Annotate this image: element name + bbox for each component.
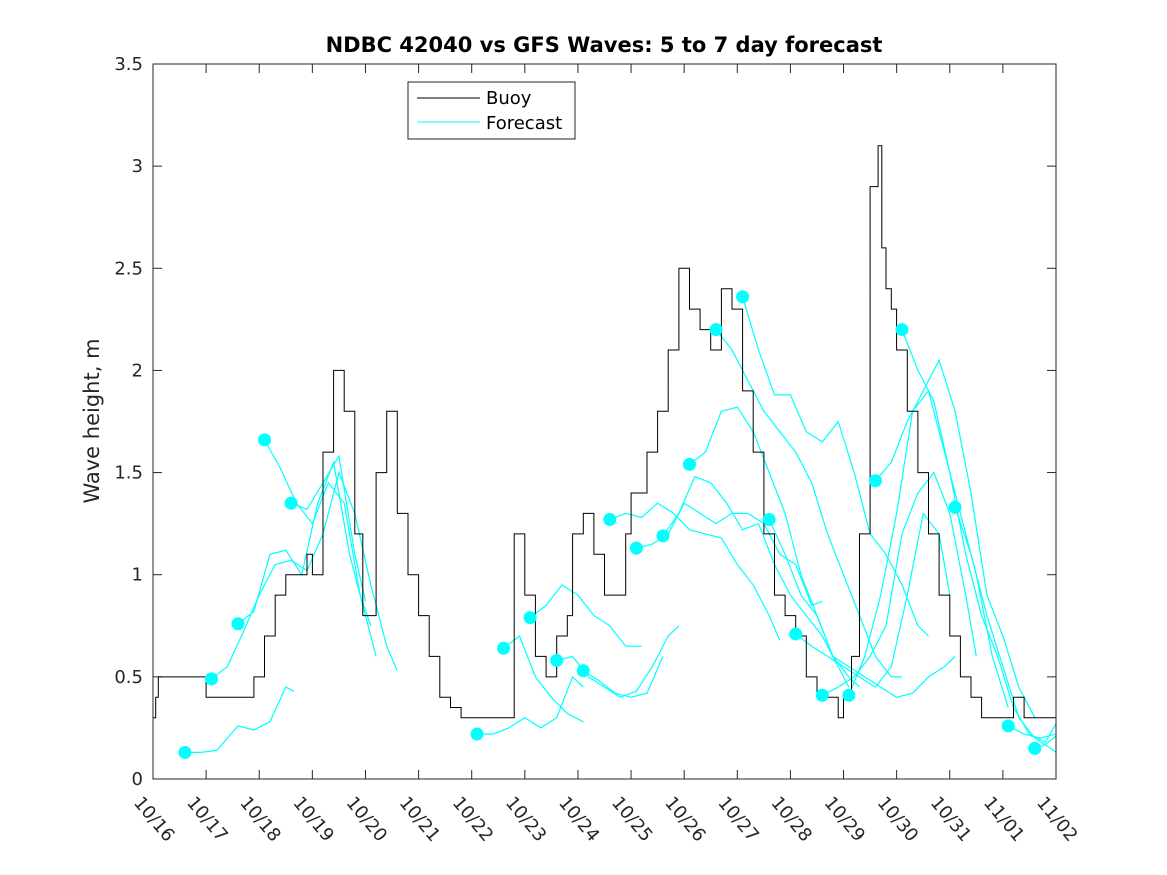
forecast-start-marker-17 [762,513,776,527]
forecast-start-marker-5 [284,496,298,510]
forecast-start-marker-15 [709,323,723,337]
forecast-start-marker-8 [523,611,537,625]
forecast-start-marker-19 [815,688,829,702]
forecast-start-marker-14 [682,457,696,471]
forecast-start-marker-16 [736,290,750,304]
forecast-line-11 [609,502,781,641]
forecast-start-marker-23 [948,500,962,514]
forecast-line-15 [715,329,902,678]
forecast-start-marker-22 [895,323,909,337]
forecast-start-marker-1 [178,745,192,759]
y-tick-label: 2 [132,360,143,381]
forecast-line-19 [822,471,977,696]
y-tick-label: 0 [132,769,143,790]
y-axis: 0 0.5 1 1.5 2 2.5 3 3.5 [114,54,1056,790]
forecast-line-7 [503,635,584,723]
legend: Buoy Forecast [407,81,576,140]
forecast-line-10 [582,656,664,698]
forecast-line-6 [477,675,584,735]
forecast-start-marker-21 [868,474,882,488]
y-tick-label: 1 [132,565,143,586]
y-axis-label: Wave height, m [80,338,104,503]
forecast-start-marker-13 [656,529,670,543]
forecast-line-24 [1007,725,1057,739]
axes-box [152,63,1057,780]
y-tick-label: 1.5 [114,463,143,484]
forecast-line-8 [529,584,642,647]
forecast-start-marker-10 [576,664,590,678]
forecast-line-23 [954,507,1057,753]
forecast-start-marker-9 [550,654,564,668]
y-tick-label: 0.5 [114,667,143,688]
plot-area [153,145,1057,759]
forecast-start-marker-3 [231,617,245,631]
forecast-start-marker-24 [1001,719,1015,733]
legend-label-forecast: Forecast [486,113,562,134]
legend-label-buoy: Buoy [486,88,532,109]
forecast-start-marker-7 [497,641,511,655]
forecast-start-marker-2 [204,672,218,686]
forecast-line-16 [742,296,929,637]
legend-box [407,81,576,140]
forecast-line-17 [768,519,956,698]
forecast-start-marker-20 [842,688,856,702]
y-tick-label: 3.5 [114,54,143,75]
forecast-line-14 [689,406,860,688]
forecast-start-marker-25 [1028,741,1042,755]
forecast-start-marker-12 [629,541,643,555]
forecast-line-4 [263,439,372,626]
forecast-line-5 [290,454,367,602]
y-tick-label: 2.5 [114,258,143,279]
forecast-start-marker-11 [603,513,617,527]
forecast-start-marker-18 [789,627,803,641]
chart-title: NDBC 42040 vs GFS Waves: 5 to 7 day fore… [326,33,883,57]
forecast-line-21 [874,358,1036,718]
forecast-start-marker-6 [470,727,484,741]
forecast-line-13 [662,475,850,688]
forecast-line-9 [556,625,680,698]
forecast-start-marker-4 [258,433,272,447]
forecast-line-1 [184,686,295,754]
buoy-line [153,145,1056,719]
y-tick-label: 3 [132,156,143,177]
forecast-line-3 [237,460,377,657]
